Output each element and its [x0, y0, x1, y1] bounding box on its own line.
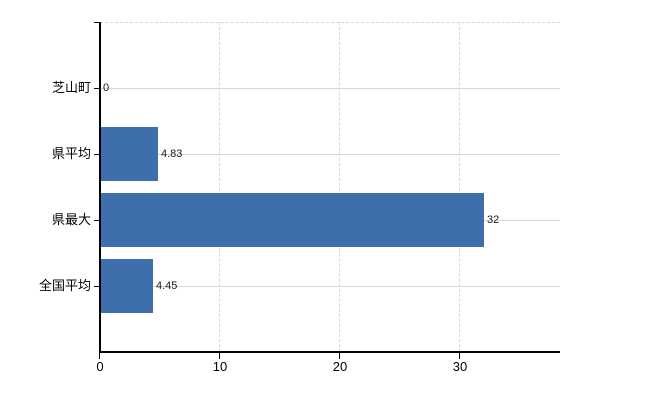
plot-top-boundary-line — [100, 22, 560, 23]
gridline-horizontal — [100, 286, 560, 287]
bar-value-label: 0 — [103, 82, 110, 94]
y-axis-tick — [94, 88, 100, 89]
y-axis-top-tick — [94, 22, 100, 23]
x-axis-line — [100, 351, 560, 353]
y-axis-category-label: 全国平均 — [38, 278, 91, 293]
y-axis-line — [99, 22, 101, 352]
gridline-vertical — [459, 22, 460, 352]
gridline-vertical — [339, 22, 340, 352]
x-axis-tick — [339, 352, 340, 359]
y-axis-tick — [94, 220, 100, 221]
y-axis-category-label: 県平均 — [51, 146, 91, 161]
y-axis-tick — [94, 286, 100, 287]
x-axis-tick-label: 20 — [332, 359, 348, 374]
bar — [101, 259, 153, 313]
bar — [101, 193, 484, 247]
y-axis-category-label: 芝山町 — [51, 80, 91, 95]
x-axis-tick — [99, 352, 100, 359]
bar — [101, 127, 158, 181]
gridline-horizontal — [100, 154, 560, 155]
gridline-vertical — [219, 22, 220, 352]
x-axis-tick-label: 10 — [212, 359, 228, 374]
bar-value-label: 4.45 — [156, 280, 178, 292]
x-axis-tick-label: 0 — [96, 359, 104, 374]
bar-value-label: 4.83 — [161, 148, 183, 160]
x-axis-tick-label: 30 — [452, 359, 468, 374]
x-axis-tick — [219, 352, 220, 359]
bar-value-label: 32 — [487, 214, 500, 226]
gridline-horizontal — [100, 88, 560, 89]
x-axis-tick — [459, 352, 460, 359]
y-axis-category-label: 県最大 — [51, 212, 91, 227]
y-axis-tick — [94, 154, 100, 155]
